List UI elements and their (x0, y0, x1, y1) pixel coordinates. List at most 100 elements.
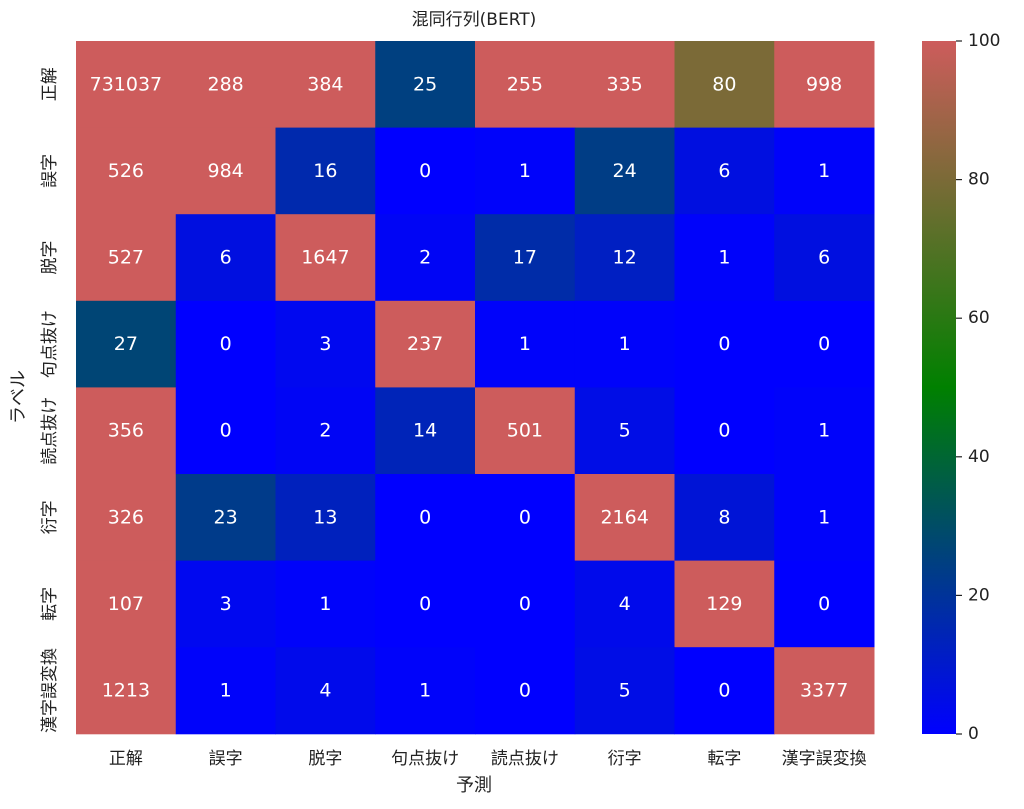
cell-value-label: 0 (718, 420, 730, 442)
cell-value-label: 501 (507, 420, 543, 442)
cell-value-label: 526 (108, 160, 144, 182)
cell-value-label: 0 (220, 420, 232, 442)
cell-value-label: 3 (220, 593, 232, 615)
heatmap-cell (76, 560, 177, 648)
x-tick-label: 正解 (109, 749, 143, 769)
heatmap-cell (774, 214, 875, 302)
cell-value-label: 27 (114, 333, 138, 355)
heatmap-cell (674, 387, 775, 475)
cell-value-label: 6 (818, 247, 830, 269)
heatmap-cell (175, 387, 276, 475)
heatmap-cell (774, 300, 875, 388)
heatmap-cell (475, 300, 576, 388)
heatmap-cell (76, 300, 177, 388)
cell-value-label: 984 (207, 160, 243, 182)
cell-value-label: 24 (613, 160, 637, 182)
y-tick-label: 正解 (40, 67, 60, 101)
heatmap-cell (774, 387, 875, 475)
cell-value-label: 1647 (301, 247, 349, 269)
heatmap-cell (175, 214, 276, 302)
cell-value-label: 1 (818, 506, 830, 528)
cell-value-label: 0 (818, 593, 830, 615)
heatmap-cell (375, 300, 476, 388)
heatmap-cell (375, 387, 476, 475)
cell-value-label: 1 (519, 333, 531, 355)
cell-value-label: 356 (108, 420, 144, 442)
heatmap-cell (76, 647, 177, 735)
cell-value-label: 1213 (102, 680, 150, 702)
heatmap-cell (76, 127, 177, 215)
cell-value-label: 0 (519, 680, 531, 702)
cell-value-label: 3 (319, 333, 331, 355)
heatmap-cell (574, 300, 675, 388)
heatmap-cell (774, 647, 875, 735)
heatmap-cell (574, 387, 675, 475)
heatmap-cell (76, 41, 177, 129)
y-tick-label: 衍字 (40, 500, 60, 534)
heatmap-cell (175, 41, 276, 129)
heatmap-cell (76, 387, 177, 475)
cell-value-label: 0 (718, 333, 730, 355)
x-tick-label: 句点抜け (391, 749, 459, 769)
x-tick-label: 衍字 (608, 749, 642, 769)
heatmap-cell (175, 560, 276, 648)
colorbar-tick-label: 20 (968, 585, 990, 605)
heatmap-cell (475, 387, 576, 475)
heatmap-cell (475, 647, 576, 735)
y-tick-label: 読点抜け (40, 397, 60, 465)
y-axis-label: ラベル (8, 370, 29, 424)
heatmap-cell (375, 127, 476, 215)
cell-value-label: 17 (513, 247, 537, 269)
cell-value-label: 4 (319, 680, 331, 702)
cell-value-label: 0 (419, 160, 431, 182)
heatmap-cell (674, 127, 775, 215)
x-axis-label: 予測 (456, 775, 492, 796)
y-tick-label: 誤字 (40, 154, 60, 188)
cell-value-label: 998 (806, 73, 842, 95)
colorbar-tick-label: 80 (968, 170, 990, 190)
heatmap-cells (76, 41, 875, 735)
cell-value-label: 0 (818, 333, 830, 355)
cell-value-label: 731037 (90, 73, 163, 95)
cell-value-label: 0 (519, 593, 531, 615)
heatmap-cell (175, 300, 276, 388)
heatmap-cell (375, 474, 476, 562)
cell-value-label: 384 (307, 73, 343, 95)
heatmap-cell (375, 560, 476, 648)
cell-value-label: 527 (108, 247, 144, 269)
heatmap-cell (475, 560, 576, 648)
heatmap-cell (574, 214, 675, 302)
cell-value-label: 12 (613, 247, 637, 269)
cell-value-label: 6 (220, 247, 232, 269)
x-tick-label: 転字 (707, 749, 741, 769)
colorbar-tick-label: 40 (968, 447, 990, 467)
cell-value-label: 1 (419, 680, 431, 702)
heatmap-cell (275, 560, 376, 648)
cell-value-label: 107 (108, 593, 144, 615)
colorbar (922, 41, 956, 734)
cell-value-label: 1 (319, 593, 331, 615)
cell-value-label: 0 (419, 593, 431, 615)
heatmap-cell (674, 560, 775, 648)
cell-value-label: 5 (619, 420, 631, 442)
heatmap-cell (674, 300, 775, 388)
cell-value-label: 2 (419, 247, 431, 269)
heatmap-cell (275, 300, 376, 388)
cell-value-label: 129 (706, 593, 742, 615)
colorbar-tick-label: 60 (968, 308, 990, 328)
heatmap-cell (275, 41, 376, 129)
cell-value-label: 1 (519, 160, 531, 182)
cell-value-label: 16 (313, 160, 337, 182)
heatmap-cell (375, 41, 476, 129)
heatmap-cell (76, 474, 177, 562)
cell-value-label: 3377 (800, 680, 848, 702)
cell-value-label: 2164 (600, 506, 648, 528)
heatmap-cell (674, 41, 775, 129)
heatmap-cell (574, 560, 675, 648)
cell-value-label: 5 (619, 680, 631, 702)
cell-value-label: 6 (718, 160, 730, 182)
heatmap-cell (375, 214, 476, 302)
heatmap-cell (674, 214, 775, 302)
